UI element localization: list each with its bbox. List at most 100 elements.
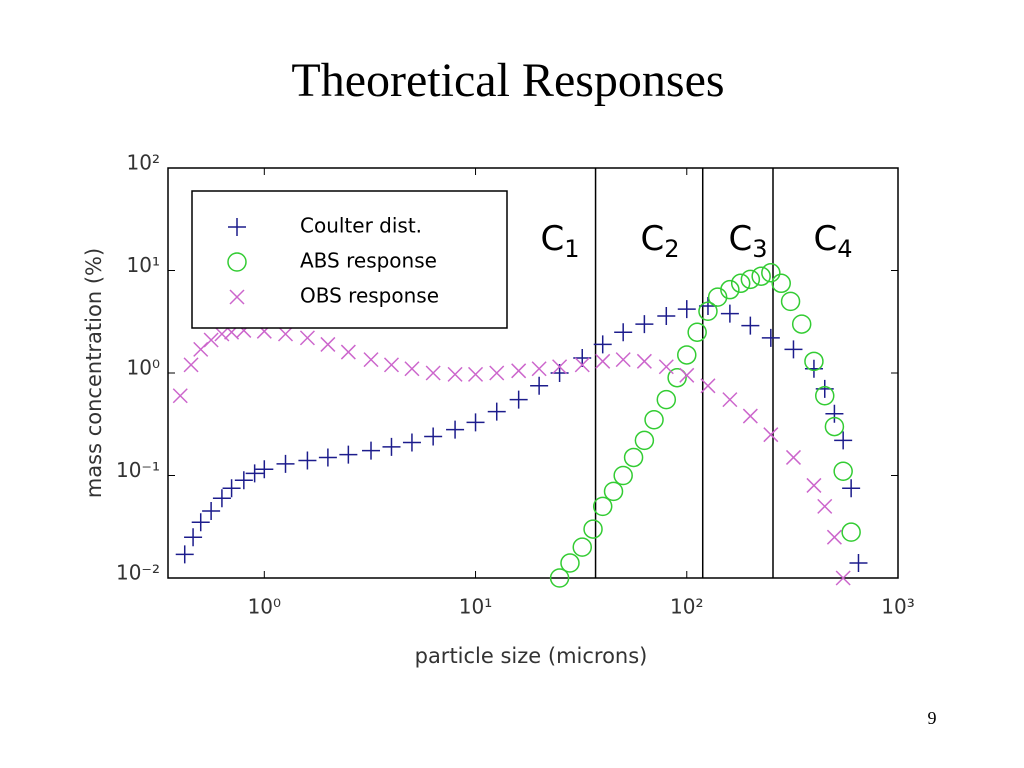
- marker-cross: [531, 361, 547, 377]
- marker-plus: [212, 489, 231, 508]
- marker-cross: [615, 352, 631, 368]
- legend-box: [191, 190, 508, 329]
- marker-plus: [202, 502, 221, 521]
- marker-cross: [404, 361, 420, 377]
- marker-circle: [549, 568, 570, 588]
- marker-plus: [362, 441, 381, 460]
- marker-circle: [771, 273, 791, 294]
- marker-cross: [183, 357, 199, 373]
- marker-circle: [583, 519, 603, 539]
- marker-cross: [722, 392, 738, 408]
- class-letter: C: [813, 219, 837, 259]
- marker-plus: [466, 413, 485, 432]
- marker-plus: [339, 445, 358, 464]
- slide-title: Theoretical Responses: [291, 54, 724, 107]
- marker-plus: [834, 431, 853, 450]
- marker-circle: [687, 322, 707, 342]
- marker-plus: [487, 402, 506, 421]
- marker-plus: [276, 454, 295, 473]
- marker-circle: [780, 291, 801, 312]
- marker-circle: [613, 465, 633, 486]
- marker-circle: [603, 481, 624, 502]
- class-subscript: 4: [837, 235, 852, 263]
- x-axis-label: particle size (microns): [415, 644, 648, 668]
- marker-cross: [447, 366, 463, 382]
- marker-cross: [700, 378, 716, 394]
- marker-plus: [245, 464, 264, 483]
- marker-plus: [677, 300, 696, 319]
- marker-plus: [657, 306, 676, 325]
- marker-plus: [234, 471, 253, 490]
- marker-plus: [446, 420, 465, 439]
- x-tick-label: 10¹: [459, 595, 492, 619]
- marker-circle: [804, 351, 824, 372]
- marker-circle: [814, 385, 835, 406]
- class-letter: C: [728, 219, 752, 259]
- marker-cross: [826, 529, 842, 545]
- marker-circle: [824, 416, 845, 437]
- y-axis-label: mass concentration (%): [82, 248, 106, 498]
- marker-plus: [784, 340, 803, 359]
- legend-marker: [227, 252, 247, 272]
- marker-plus: [849, 554, 868, 573]
- marker-plus: [222, 479, 241, 498]
- marker-plus: [741, 316, 760, 335]
- legend-marker: [229, 289, 245, 305]
- marker-cross: [511, 363, 527, 379]
- legend-label: ABS response: [300, 249, 437, 273]
- x-tick-label: 10⁰: [248, 595, 281, 619]
- x-tick-label: 10³: [881, 595, 914, 619]
- marker-circle: [720, 279, 740, 300]
- marker-circle: [791, 314, 812, 334]
- legend-label: OBS response: [300, 284, 439, 308]
- class-subscript: 2: [664, 235, 679, 263]
- x-tick-label: 10²: [670, 595, 703, 619]
- marker-cross: [299, 330, 315, 346]
- marker-cross: [679, 367, 695, 383]
- marker-cross: [817, 498, 833, 514]
- marker-circle: [730, 273, 751, 294]
- marker-circle: [634, 430, 655, 451]
- marker-circle: [833, 461, 853, 482]
- marker-cross: [340, 344, 356, 360]
- marker-circle: [644, 409, 664, 430]
- y-tick-label: 10¹: [127, 253, 160, 277]
- marker-cross: [835, 570, 851, 586]
- marker-cross: [172, 388, 188, 404]
- marker-plus: [402, 433, 421, 452]
- marker-circle: [698, 301, 718, 322]
- y-tick-label: 10⁻²: [116, 561, 160, 585]
- marker-cross: [552, 359, 568, 375]
- marker-circle: [592, 496, 613, 517]
- marker-plus: [509, 390, 528, 409]
- marker-cross: [489, 365, 505, 381]
- marker-plus: [191, 513, 210, 532]
- marker-plus: [175, 545, 194, 564]
- marker-plus: [424, 427, 443, 446]
- class-label: C3: [728, 219, 767, 264]
- marker-circle: [667, 367, 687, 388]
- marker-cross: [574, 357, 590, 373]
- marker-cross: [658, 359, 674, 375]
- marker-cross: [320, 336, 336, 352]
- marker-cross: [742, 408, 758, 424]
- class-subscript: 3: [752, 235, 767, 263]
- marker-cross: [468, 366, 484, 382]
- marker-plus: [720, 304, 739, 323]
- marker-cross: [636, 353, 652, 369]
- marker-plus: [530, 376, 549, 395]
- marker-plus: [318, 448, 337, 467]
- y-tick-label: 10⁰: [127, 356, 160, 380]
- marker-circle: [677, 345, 697, 365]
- marker-cross: [806, 477, 822, 493]
- marker-circle: [751, 266, 771, 286]
- marker-plus: [298, 451, 317, 470]
- legend-marker: [228, 218, 246, 236]
- marker-cross: [277, 326, 294, 342]
- marker-cross: [425, 365, 441, 381]
- marker-cross: [363, 352, 379, 368]
- marker-circle: [707, 287, 728, 307]
- marker-plus: [761, 328, 780, 347]
